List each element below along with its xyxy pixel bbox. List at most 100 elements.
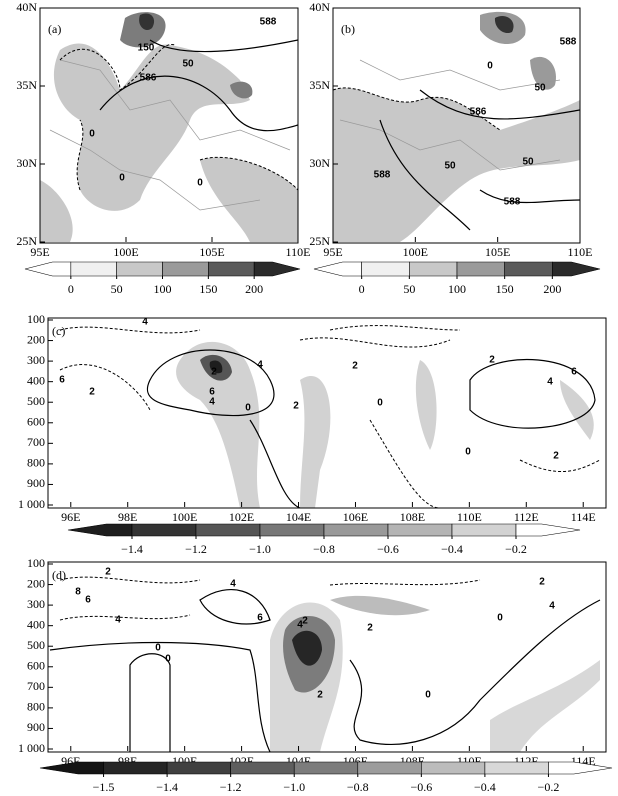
y-tick-label: 900 xyxy=(27,476,45,490)
colorbar-segment xyxy=(456,261,505,277)
y-tick-label: 600 xyxy=(27,659,45,673)
x-tick-label: 110E xyxy=(457,510,482,524)
contour-label: 588 xyxy=(260,17,277,28)
colorbar-segment xyxy=(421,761,486,775)
contour-label: 50 xyxy=(182,59,194,70)
y-tick-label: 800 xyxy=(27,456,45,470)
y-tick-label: 35N xyxy=(309,78,330,92)
contour-label: 586 xyxy=(140,73,157,84)
y-tick-label: 900 xyxy=(27,720,45,734)
colorbar-segment xyxy=(552,261,601,277)
x-tick-label: 100E xyxy=(113,245,138,259)
colorbar-tick-label: 50 xyxy=(403,282,415,296)
colorbar-segment xyxy=(323,523,389,537)
colorbar-tick-label: 150 xyxy=(496,282,514,296)
colorbar-tick-label: 100 xyxy=(448,282,466,296)
contour-label: 4 xyxy=(549,601,555,612)
y-tick-label: 200 xyxy=(27,576,45,590)
colorbar-tick-label: −1.4 xyxy=(121,542,143,556)
colorbar-segment xyxy=(166,761,231,775)
x-tick-label: 104E xyxy=(286,510,311,524)
contour-label: 4 xyxy=(257,360,263,371)
contour-label: 2 xyxy=(89,387,95,398)
y-tick-label: 400 xyxy=(27,373,45,387)
y-tick-label: 30N xyxy=(16,156,37,170)
colorbar-segment xyxy=(103,761,168,775)
y-tick-label: 200 xyxy=(27,332,45,346)
colorbar-tick-label: 200 xyxy=(245,282,263,296)
colorbar-segment xyxy=(451,523,517,537)
contour-label: 2 xyxy=(367,623,373,634)
x-tick-label: 112E xyxy=(514,510,539,524)
contour-label: 2 xyxy=(105,567,111,578)
contour-label: 2 xyxy=(539,577,545,588)
colorbar-tick-label: 0 xyxy=(68,282,74,296)
colorbar-segment xyxy=(313,261,362,277)
y-tick-label: 100 xyxy=(27,556,45,570)
contour-label: 4 xyxy=(142,317,148,328)
colorbar-segment xyxy=(230,761,295,775)
colorbar-tick-label: −0.4 xyxy=(474,780,496,794)
contour-label: 6 xyxy=(59,375,65,386)
contour-label: 6 xyxy=(571,367,577,378)
contour-label: 0 xyxy=(245,403,251,414)
y-tick-label: 800 xyxy=(27,700,45,714)
colorbar-tick-label: −0.8 xyxy=(313,542,335,556)
contour-label: 4 xyxy=(209,397,215,408)
contour-label: 2 xyxy=(489,355,495,366)
colorbar-tick-label: −1.4 xyxy=(156,780,178,794)
contour-label: 0 xyxy=(89,129,95,140)
colorbar-segment xyxy=(116,261,163,277)
colorbar-segment xyxy=(24,261,72,277)
panel-c-field xyxy=(59,325,601,508)
y-tick-label: 1 000 xyxy=(18,497,45,511)
colorbar-segment xyxy=(253,261,301,277)
contour-label: 0 xyxy=(487,61,493,72)
x-tick-label: 110E xyxy=(568,245,593,259)
colorbar-segment xyxy=(70,261,117,277)
y-tick-label: 25N xyxy=(309,234,330,248)
contour-label: 2 xyxy=(211,367,217,378)
colorbar-segment xyxy=(162,261,209,277)
x-tick-label: 106E xyxy=(343,510,368,524)
colorbar-segment xyxy=(293,761,359,775)
contour-label: 6 xyxy=(209,387,215,398)
contour-label: 0 xyxy=(497,613,503,624)
colorbar-tick-label: 100 xyxy=(154,282,172,296)
colorbar-segment xyxy=(67,523,133,537)
contour-label: 2 xyxy=(317,690,323,701)
contour-label: 4 xyxy=(297,620,303,631)
y-tick-label: 300 xyxy=(27,353,45,367)
contour-label: 150 xyxy=(138,43,155,54)
contour-label: 50 xyxy=(522,157,534,168)
colorbar-tick-label: −1.2 xyxy=(220,780,242,794)
x-tick-label: 100E xyxy=(172,510,197,524)
contour-label: 0 xyxy=(197,178,203,189)
colorbar-tick-label: −0.2 xyxy=(505,542,527,556)
x-tick-label: 102E xyxy=(229,510,254,524)
contour-label: 588 xyxy=(374,170,391,181)
panel-label: (d) xyxy=(52,568,66,582)
contour-label: 2 xyxy=(302,616,308,627)
colorbar-tick-label: −0.6 xyxy=(377,542,399,556)
y-tick-label: 300 xyxy=(27,597,45,611)
plot-frame xyxy=(332,7,581,244)
colorbar-segment xyxy=(208,261,255,277)
colorbar-segment xyxy=(357,761,422,775)
colorbar-tick-label: −0.6 xyxy=(410,780,432,794)
colorbar-tick-label: −0.8 xyxy=(347,780,369,794)
plot-frame xyxy=(47,317,607,509)
y-tick-label: 700 xyxy=(27,435,45,449)
y-tick-label: 40N xyxy=(309,0,330,14)
colorbar-tick-label: 50 xyxy=(111,282,123,296)
colorbar-segment xyxy=(484,761,549,775)
plot-frame xyxy=(39,7,299,244)
colorbar-tick-label: −1.5 xyxy=(93,780,115,794)
x-tick-label: 100E xyxy=(403,245,428,259)
contour-label: 0 xyxy=(155,643,161,654)
panel-a-field xyxy=(40,12,298,242)
y-tick-label: 30N xyxy=(309,156,330,170)
contour-label: 4 xyxy=(230,579,236,590)
y-tick-label: 500 xyxy=(27,638,45,652)
